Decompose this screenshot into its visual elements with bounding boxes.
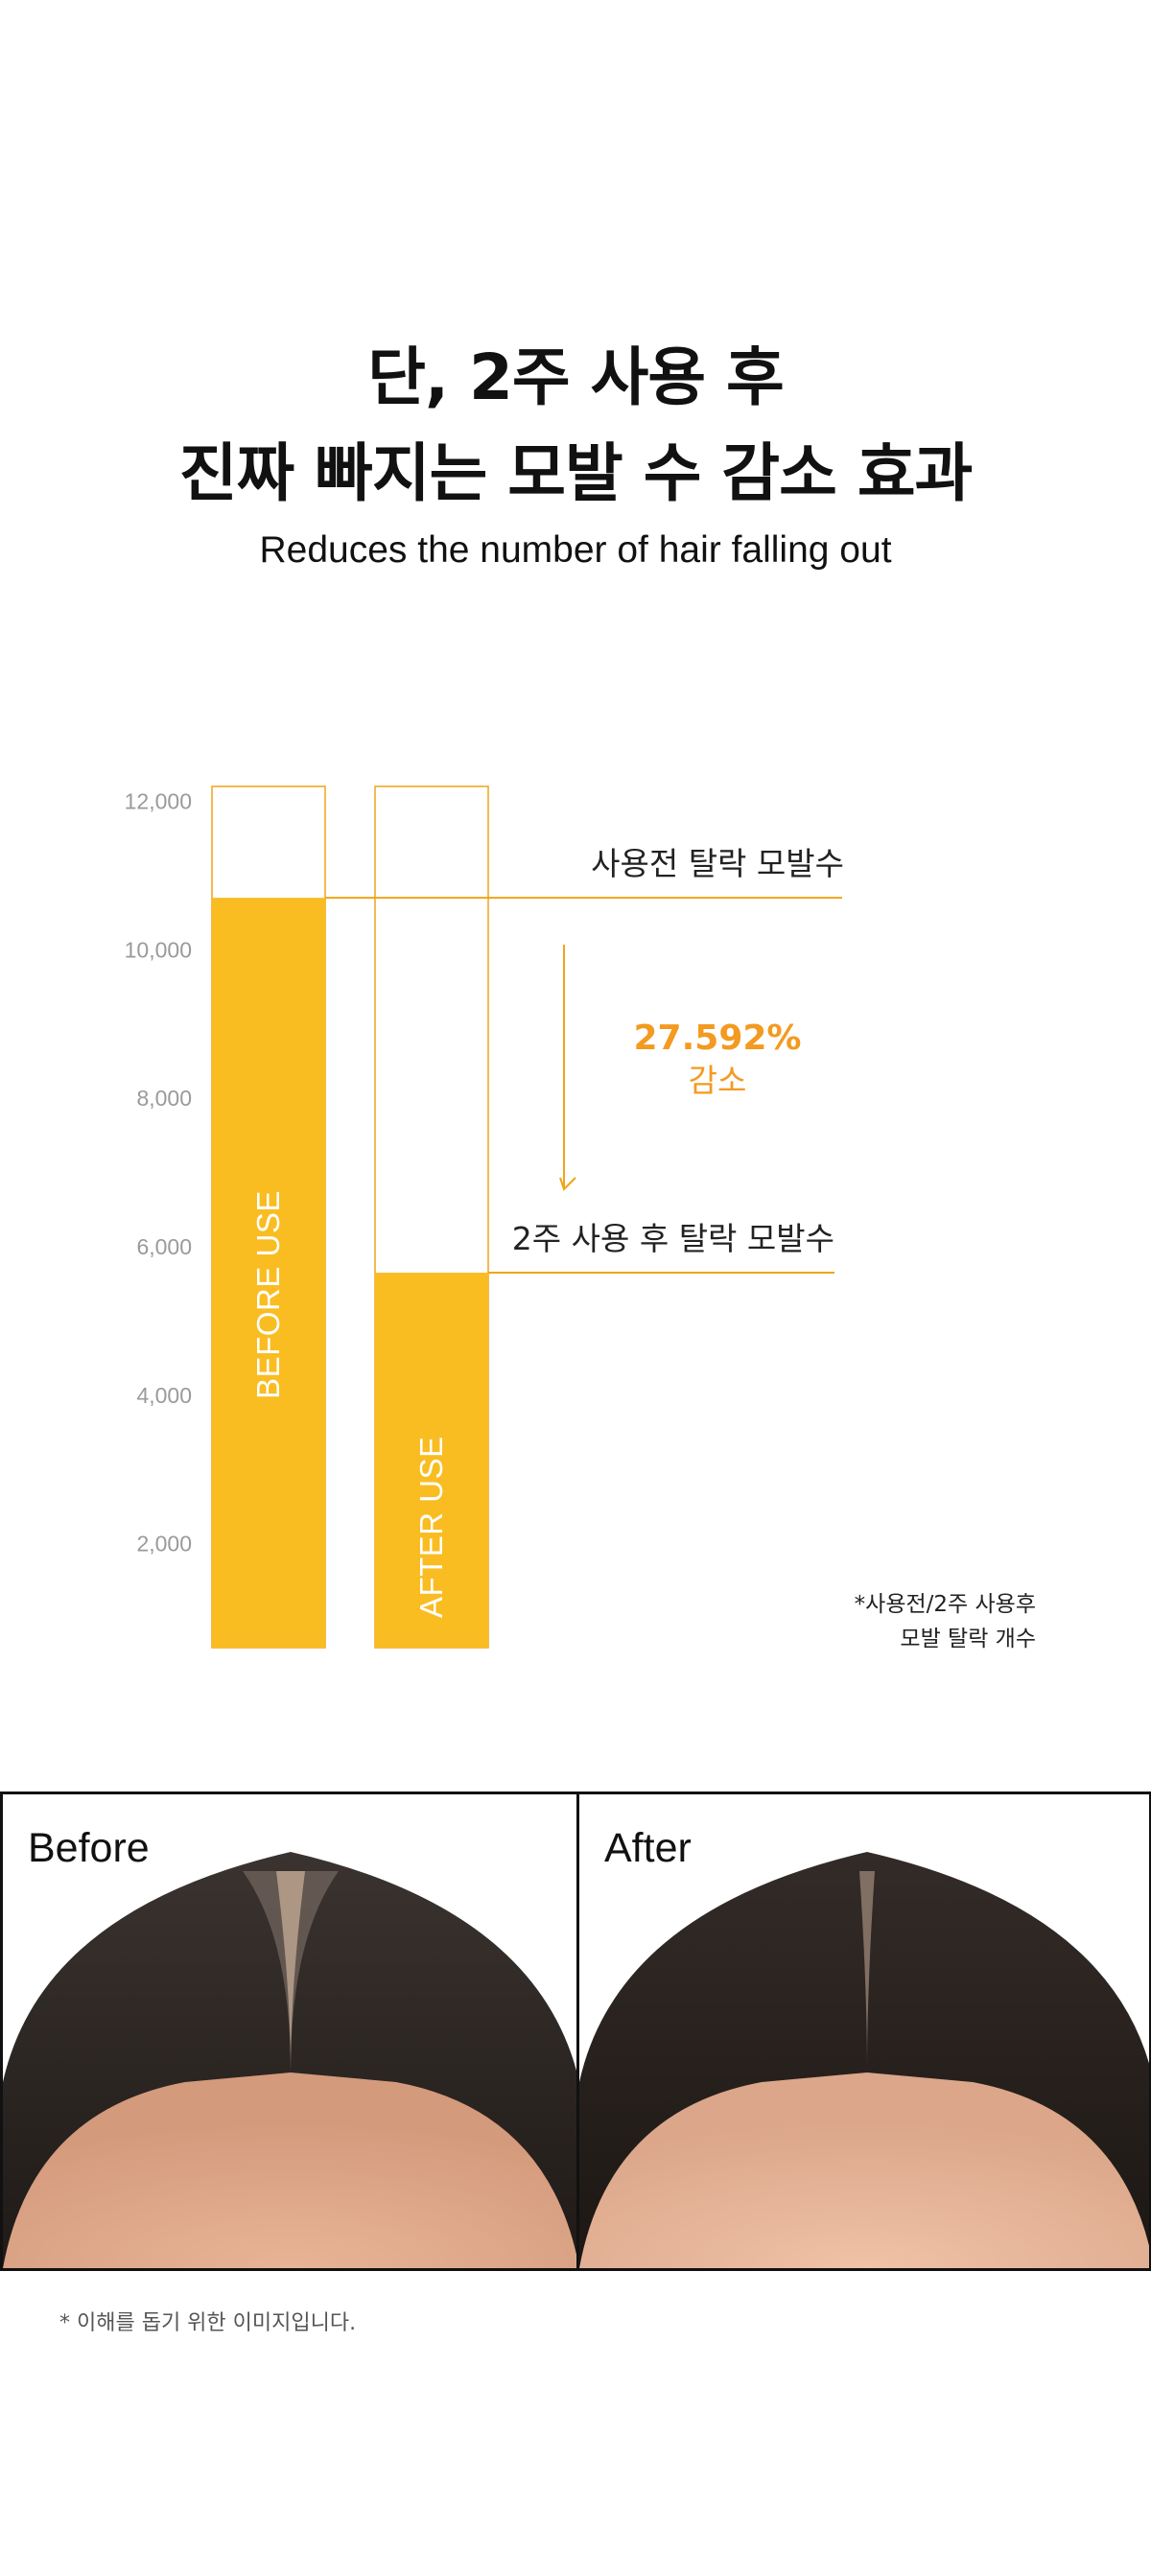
before-after-photos: Before After	[0, 1791, 1151, 2271]
annotations: 사용전 탈락 모발수 2주 사용 후 탈락 모발수 27.592% 감소 *사용전/2주…	[325, 845, 1036, 1651]
y-tick-label: 6,000	[136, 1234, 192, 1259]
title-line-2: 진짜 빠지는 모발 수 감소 효과	[178, 436, 974, 510]
title-line-1: 단, 2주 사용 후	[367, 340, 785, 414]
bar-label: BEFORE USE	[250, 1190, 286, 1399]
bars: BEFORE USE AFTER USE	[211, 785, 489, 1649]
reduction-word: 감소	[689, 1062, 747, 1099]
after-annotation: 2주 사용 후 탈락 모발수	[512, 1220, 834, 1257]
bar-label: AFTER USE	[413, 1436, 449, 1618]
before-annotation: 사용전 탈락 모발수	[591, 845, 844, 882]
chart-note-line-2: 모발 탈락 개수	[900, 1627, 1036, 1651]
after-hair-illustration	[579, 1852, 1149, 2268]
after-photo: After	[576, 1794, 1151, 2268]
before-hair-illustration	[3, 1852, 576, 2268]
chart-note-line-1: *사용전/2주 사용후	[855, 1592, 1036, 1617]
after-label: After	[604, 1825, 692, 1871]
footnote: * 이해를 돕기 위한 이미지입니다.	[59, 2311, 357, 2335]
before-photo: Before	[0, 1794, 576, 2268]
reduction-value: 27.592%	[634, 1019, 802, 1058]
hair-loss-bar-chart: 2,000 4,000 6,000 8,000 10,000 12,000 BEFORE …	[125, 785, 1036, 1651]
y-tick-label: 8,000	[136, 1086, 192, 1111]
y-tick-label: 12,000	[125, 788, 192, 813]
before-label: Before	[28, 1825, 150, 1871]
subtitle: Reduces the number of hair falling out	[259, 529, 892, 571]
bar	[212, 898, 325, 1648]
y-axis-ticks: 2,000 4,000 6,000 8,000 10,000 12,000	[125, 788, 192, 1556]
arrow-head	[559, 1177, 576, 1191]
y-tick-label: 4,000	[136, 1383, 192, 1408]
bar	[375, 1273, 488, 1648]
y-tick-label: 2,000	[136, 1532, 192, 1557]
y-tick-label: 10,000	[125, 937, 192, 962]
